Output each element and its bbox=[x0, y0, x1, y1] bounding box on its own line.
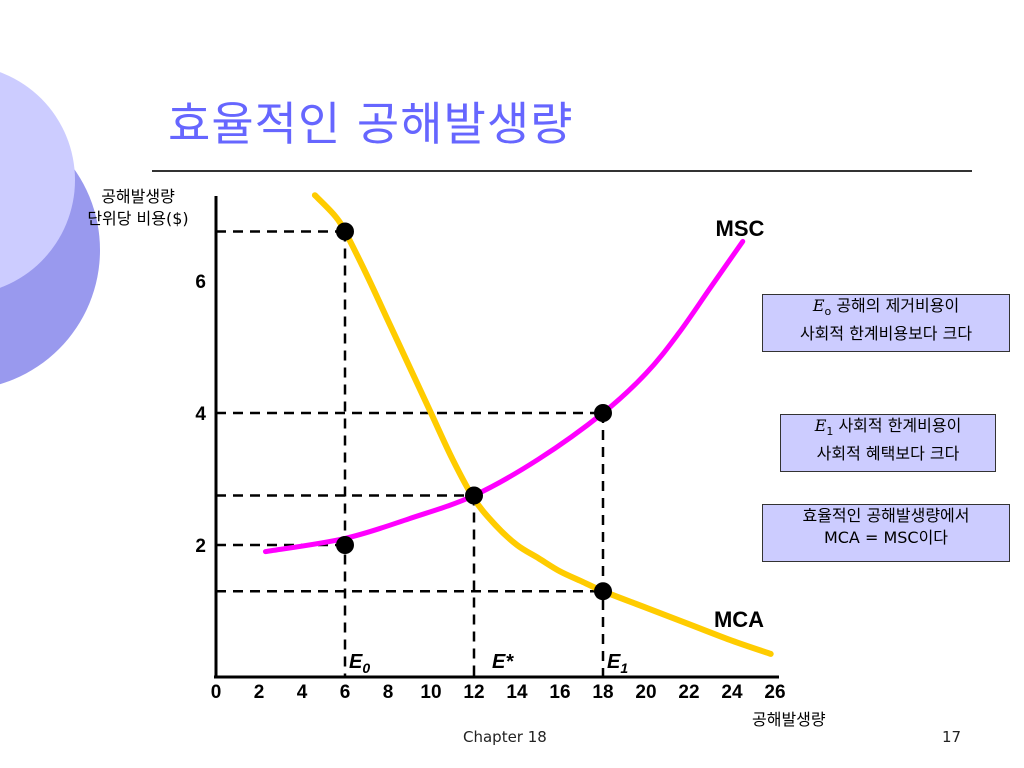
note-box-e1-line1: E1 사회적 한계비용이 bbox=[781, 415, 995, 443]
note-box-e0-line2: 사회적 한계비용보다 크다 bbox=[799, 324, 973, 344]
y-axis-label-line2: 단위당 비용($) bbox=[87, 209, 189, 228]
msc-curve-label: MSC bbox=[716, 216, 765, 241]
x-axis-label: 공해발생량 bbox=[752, 710, 826, 729]
decorative-circles bbox=[0, 72, 100, 385]
title-divider bbox=[152, 170, 972, 172]
x-tick-label: 0 bbox=[211, 682, 222, 703]
note-box-e0-line1: Eo 공해의 제거비용이 bbox=[763, 295, 1009, 323]
x-tick-label: 4 bbox=[297, 682, 308, 703]
footer-page-number: 17 bbox=[942, 728, 962, 746]
note-box-e1-sub: 1 bbox=[826, 425, 834, 439]
mca-curve-label: MCA bbox=[714, 607, 764, 632]
x-tick-label: 20 bbox=[635, 682, 656, 703]
note-box-e0-italic: E bbox=[812, 296, 825, 315]
point-label: E1 bbox=[607, 651, 628, 676]
slide-title: 효율적인 공해발생량 bbox=[168, 97, 574, 151]
point-label: E0 bbox=[349, 651, 370, 676]
note-box-e0-text: 공해의 제거비용이 bbox=[831, 296, 960, 315]
x-tick-label: 6 bbox=[340, 682, 351, 703]
y-tick-label: 6 bbox=[195, 272, 206, 293]
point-label-subscript: 1 bbox=[620, 660, 628, 676]
x-tick-label: 18 bbox=[592, 682, 613, 703]
equilibrium-point bbox=[594, 404, 612, 422]
x-tick-label: 10 bbox=[420, 682, 441, 703]
y-tick-label: 4 bbox=[195, 404, 206, 425]
note-box-e0-sub: o bbox=[824, 305, 832, 319]
note-box-efficient-line1: 효율적인 공해발생량에서 bbox=[802, 506, 970, 525]
note-box-efficient: 효율적인 공해발생량에서 MCA = MSC이다 bbox=[762, 504, 1010, 562]
mca-curve bbox=[311, 192, 774, 657]
x-tick-label: 16 bbox=[549, 682, 570, 703]
x-tick-label: 22 bbox=[678, 682, 699, 703]
x-tick-label: 26 bbox=[764, 682, 785, 703]
y-axis-label-line1: 공해발생량 bbox=[101, 187, 175, 206]
equilibrium-point bbox=[465, 486, 483, 505]
equilibrium-point bbox=[336, 536, 354, 554]
point-label-base: E bbox=[349, 651, 363, 673]
point-label-base: E bbox=[607, 651, 621, 673]
x-tick-label: 2 bbox=[254, 682, 265, 703]
note-box-e1-line2: 사회적 혜택보다 크다 bbox=[816, 444, 960, 464]
x-tick-label: 8 bbox=[383, 682, 394, 703]
msc-curve bbox=[262, 238, 746, 555]
footer-chapter: Chapter 18 bbox=[463, 728, 547, 746]
point-label: E* bbox=[492, 651, 514, 673]
equilibrium-point bbox=[336, 222, 354, 241]
note-box-efficient-line2: MCA = MSC이다 bbox=[823, 528, 949, 547]
deco-circle-light bbox=[0, 72, 75, 288]
x-tick-label: 24 bbox=[721, 682, 743, 703]
note-box-e1-italic: E bbox=[814, 416, 827, 435]
x-tick-label: 14 bbox=[506, 682, 528, 703]
note-box-e1-text: 사회적 한계비용이 bbox=[833, 416, 962, 435]
x-tick-label: 12 bbox=[463, 682, 484, 703]
equilibrium-point bbox=[594, 582, 612, 601]
y-tick-label: 2 bbox=[195, 536, 206, 557]
note-box-e1: E1 사회적 한계비용이 사회적 혜택보다 크다 bbox=[780, 414, 996, 472]
note-box-e0: Eo 공해의 제거비용이 사회적 한계비용보다 크다 bbox=[762, 294, 1010, 352]
point-label-subscript: 0 bbox=[362, 660, 370, 676]
point-label-base: E* bbox=[492, 651, 514, 673]
y-axis-label: 공해발생량 단위당 비용($) bbox=[72, 186, 204, 230]
